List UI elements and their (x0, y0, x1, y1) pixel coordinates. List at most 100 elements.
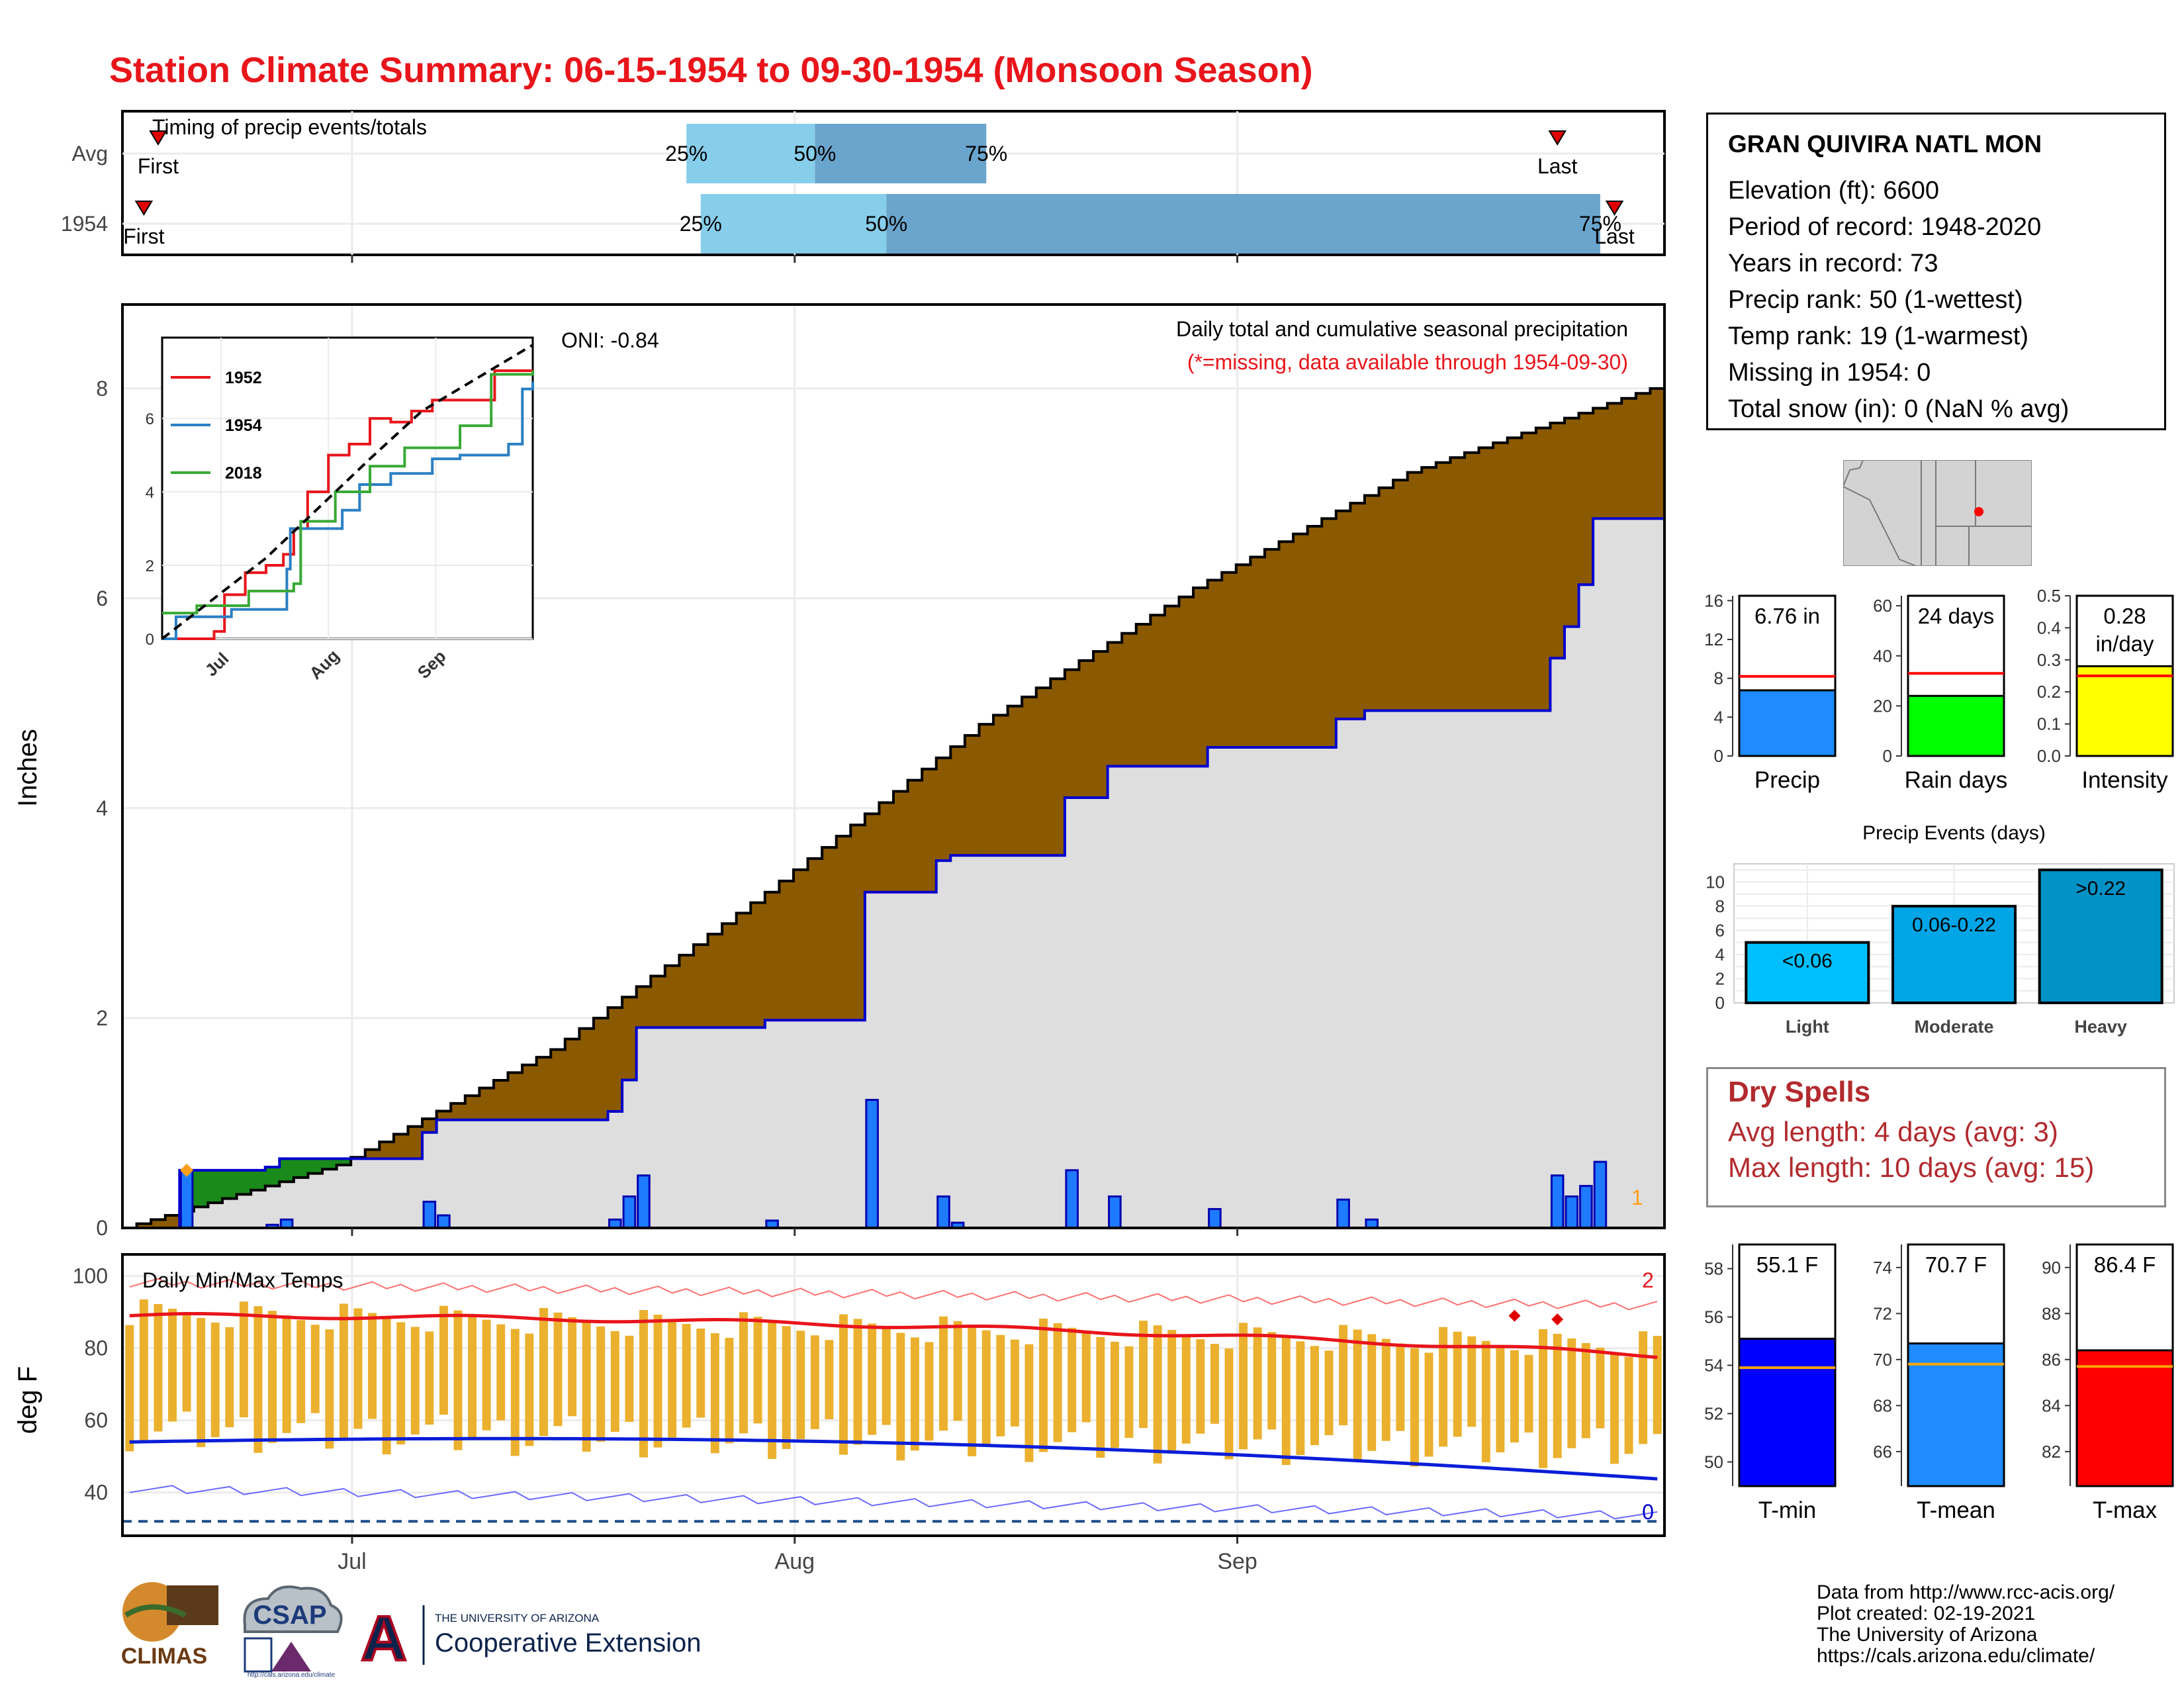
deficit-area (822, 847, 837, 1021)
daily-temp-bar (782, 1326, 791, 1449)
daily-temp-bar (125, 1325, 134, 1452)
temp-mean-summary-value-bar (1907, 1342, 2005, 1487)
deficit-area (651, 976, 666, 1028)
ua-logo-small: THE UNIVERSITY OF ARIZONA (435, 1612, 600, 1624)
deficit-area (1022, 696, 1037, 856)
deficit-area (893, 791, 909, 892)
deficit-area (151, 1219, 166, 1228)
deficit-area (493, 1080, 509, 1120)
deficit-area (922, 769, 937, 892)
intensity-summary-y-tick-label: 0.4 (2037, 618, 2061, 637)
daily-temp-bar (282, 1315, 291, 1433)
timing-row-label: 1954 (61, 212, 108, 236)
deficit-area (793, 869, 809, 1021)
deficit-area (1593, 408, 1608, 519)
daily-temp-bar (496, 1324, 506, 1421)
deficit-area (379, 1142, 394, 1159)
temp-min-summary-value-bar (1738, 1337, 1837, 1487)
daily-precip-bar (622, 1195, 637, 1229)
precip-y-axis-label: Inches (13, 729, 42, 807)
daily-temp-bar (1339, 1325, 1348, 1426)
inset-avg-dashed-line (161, 344, 534, 640)
daily-temp-bar (510, 1329, 520, 1456)
daily-temp-bar (596, 1326, 606, 1442)
record-high-marker (1508, 1309, 1521, 1322)
precip-y-tick-label: 8 (96, 377, 108, 400)
deficit-area (707, 934, 723, 1028)
daily-temp-bar (682, 1324, 691, 1428)
temp-y-tick-label: 80 (84, 1336, 108, 1360)
credit-data-source: Data from http://www.rcc-acis.org/ (1817, 1581, 2115, 1603)
deficit-area (1479, 447, 1494, 711)
deficit-area (950, 746, 966, 856)
daily-temp-bar (1153, 1325, 1162, 1464)
daily-temp-bar (953, 1321, 962, 1421)
deficit-area (1507, 438, 1523, 711)
events-y-tick-label: 10 (1706, 872, 1725, 892)
deficit-area (451, 1103, 466, 1120)
temp-x-tick-label: Aug (775, 1549, 815, 1574)
deficit-area (693, 944, 709, 1028)
avg-cumulative-line (122, 387, 1664, 1229)
timing-marker-icon (1605, 201, 1624, 216)
timing-marker-label: Last (1537, 154, 1578, 178)
events-y-tick-label: 0 (1715, 993, 1725, 1013)
daily-temp-bar (539, 1307, 548, 1436)
timing-bar-50-75 (886, 194, 1600, 254)
csap-logo: CSAP http://cals.arizona.edu/climate (243, 1585, 343, 1678)
precip-summary-y-tick-label: 0 (1714, 746, 1723, 766)
precip-summary-y-tick-label: 4 (1714, 707, 1723, 727)
daily-temp-bar (1024, 1344, 1034, 1462)
events-bar-light (1745, 941, 1870, 1004)
station-missing: Missing in 1954: 0 (1728, 359, 1931, 387)
precip-chart: 0 2 4 6 8 1 Daily total and cumulative seasona… (13, 303, 1666, 1240)
raindays-summary-y-tick-label: 0 (1883, 746, 1892, 766)
credits: Data from http://www.rcc-acis.org/ Plot … (1817, 1582, 2115, 1667)
daily-temp-bar (1581, 1342, 1590, 1438)
daily-precip-bar (1336, 1198, 1350, 1229)
daily-temp-bar (453, 1310, 463, 1450)
daily-temp-bar (810, 1335, 819, 1429)
deficit-area (1650, 388, 1665, 519)
daily-temp-bar (410, 1327, 420, 1435)
temp-min-summary-y-tick-label: 56 (1704, 1307, 1723, 1327)
daily-temp-bar (696, 1329, 705, 1418)
daily-temp-bar (1410, 1348, 1419, 1467)
deficit-area (1607, 403, 1623, 519)
raindays-summary-axis-label: Rain days (1905, 767, 2008, 793)
temp-max-summary-axis-label: T-max (2093, 1497, 2158, 1523)
temp-max-summary-value-label: 86.4 F (2094, 1252, 2156, 1277)
inset-series-line-2018 (162, 370, 534, 615)
precip-chart-title: Daily total and cumulative seasonal prec… (1176, 317, 1628, 341)
daily-temp-bar (968, 1325, 977, 1456)
inset-series-line-1952 (162, 369, 533, 640)
surplus-area (336, 1158, 351, 1165)
deficit-area (393, 1134, 409, 1159)
deficit-area (465, 1096, 480, 1120)
inset-y-tick-label: 4 (146, 484, 154, 502)
daily-temp-bar (825, 1340, 834, 1419)
deficit-area (1264, 549, 1280, 747)
credit-url: https://cals.arizona.edu/climate/ (1817, 1645, 2095, 1667)
timing-percentile-label: 50% (794, 142, 836, 165)
deficit-area (622, 997, 637, 1080)
surplus-area (222, 1170, 238, 1199)
temp-y-tick-label: 100 (73, 1264, 108, 1288)
deficit-area (1093, 651, 1109, 798)
intensity-summary-y-tick-label: 0.1 (2037, 714, 2061, 734)
daily-temp-bar (1639, 1331, 1648, 1444)
daily-precip-bar (179, 1169, 194, 1229)
daily-temp-bar (653, 1315, 662, 1448)
daily-temp-bar (668, 1319, 677, 1438)
daily-temp-bar (139, 1299, 148, 1442)
surplus-area (251, 1170, 266, 1190)
deficit-area (1564, 418, 1580, 627)
temp-panel-bg (122, 1254, 1664, 1536)
missing-count-label: 1 (1631, 1186, 1643, 1209)
intensity-summary-value-bar (2075, 665, 2174, 757)
daily-temp-bar (1324, 1350, 1334, 1436)
timing-percentile-label: 50% (865, 212, 907, 236)
daily-temp-bar (1224, 1348, 1234, 1460)
daily-temp-bar (868, 1323, 877, 1435)
daily-temp-bar (1196, 1339, 1205, 1434)
